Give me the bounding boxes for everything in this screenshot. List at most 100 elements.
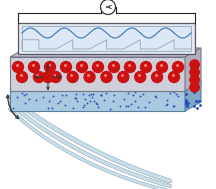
Point <box>92 100 95 103</box>
Point <box>51 94 54 98</box>
Point <box>64 104 67 107</box>
Point <box>50 107 54 110</box>
Point <box>24 101 27 104</box>
Circle shape <box>50 71 61 83</box>
Circle shape <box>76 61 87 73</box>
Point <box>20 91 24 94</box>
Polygon shape <box>10 80 201 89</box>
Circle shape <box>157 61 167 73</box>
Point <box>89 93 92 96</box>
Point <box>164 103 168 106</box>
Circle shape <box>101 71 112 83</box>
Point <box>74 97 77 100</box>
Polygon shape <box>185 48 201 91</box>
Circle shape <box>43 71 54 83</box>
Circle shape <box>33 71 44 83</box>
Point <box>126 105 130 108</box>
Point <box>46 106 49 109</box>
Polygon shape <box>10 48 201 57</box>
Point <box>122 98 126 101</box>
FancyBboxPatch shape <box>18 23 195 54</box>
Circle shape <box>173 61 184 73</box>
Circle shape <box>124 61 135 73</box>
Polygon shape <box>10 89 185 111</box>
Point <box>100 90 103 93</box>
Point <box>165 98 168 101</box>
Point <box>102 99 106 102</box>
Circle shape <box>13 61 24 73</box>
Point <box>119 105 122 108</box>
Point <box>104 92 107 95</box>
Point <box>171 105 175 108</box>
Circle shape <box>16 71 27 83</box>
Point <box>16 95 19 98</box>
Point <box>34 99 37 102</box>
Point <box>47 99 51 102</box>
Circle shape <box>140 61 151 73</box>
Point <box>24 92 28 95</box>
FancyBboxPatch shape <box>22 26 191 51</box>
Point <box>100 93 103 96</box>
Circle shape <box>100 0 116 15</box>
Point <box>141 93 145 96</box>
Point <box>64 94 68 97</box>
Point <box>81 92 85 95</box>
Point <box>94 101 98 104</box>
Point <box>60 93 64 96</box>
Point <box>96 105 99 108</box>
Point <box>153 94 156 97</box>
Circle shape <box>135 71 146 83</box>
Point <box>143 105 146 108</box>
Point <box>108 107 111 110</box>
Point <box>11 107 15 110</box>
Point <box>88 99 91 102</box>
Point <box>129 103 132 106</box>
Point <box>81 105 84 108</box>
Point <box>113 93 116 96</box>
Circle shape <box>118 71 129 83</box>
Point <box>57 102 60 105</box>
Circle shape <box>190 67 199 77</box>
Point <box>111 100 115 103</box>
Point <box>85 102 89 105</box>
Circle shape <box>67 71 78 83</box>
Point <box>100 93 103 96</box>
Circle shape <box>152 71 163 83</box>
Point <box>96 102 99 105</box>
Point <box>76 99 79 102</box>
Point <box>174 92 178 95</box>
Polygon shape <box>10 57 185 91</box>
Point <box>42 96 45 99</box>
Circle shape <box>29 61 40 73</box>
Circle shape <box>84 71 95 83</box>
Point <box>27 98 30 101</box>
Point <box>176 94 180 97</box>
Point <box>131 93 135 96</box>
Point <box>155 95 158 98</box>
Circle shape <box>190 75 199 84</box>
Point <box>91 93 95 96</box>
Polygon shape <box>185 80 201 111</box>
Point <box>165 102 168 105</box>
Point <box>147 100 151 103</box>
Point <box>90 96 94 99</box>
Point <box>22 94 26 97</box>
Point <box>83 103 86 106</box>
Point <box>83 97 87 100</box>
Point <box>137 105 140 108</box>
Point <box>172 91 175 94</box>
Point <box>169 91 172 94</box>
Point <box>58 100 61 103</box>
Point <box>71 106 74 109</box>
Point <box>133 91 136 94</box>
Point <box>173 105 176 108</box>
Circle shape <box>92 61 103 73</box>
Point <box>74 93 78 96</box>
Circle shape <box>190 60 199 69</box>
Circle shape <box>108 61 119 73</box>
Point <box>73 97 76 100</box>
Point <box>127 92 130 95</box>
Circle shape <box>168 71 179 83</box>
Circle shape <box>60 61 71 73</box>
Point <box>138 94 141 98</box>
